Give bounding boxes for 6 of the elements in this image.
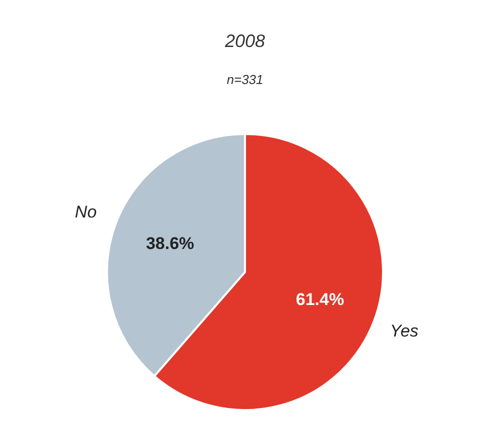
chart-title: 2008	[224, 31, 266, 51]
slice-label: Yes	[390, 322, 419, 341]
data-label: 38.6%	[146, 234, 194, 253]
chart-subtitle: n=331	[226, 72, 264, 87]
data-label: 61.4%	[296, 290, 344, 310]
slice-label: No	[74, 202, 97, 222]
